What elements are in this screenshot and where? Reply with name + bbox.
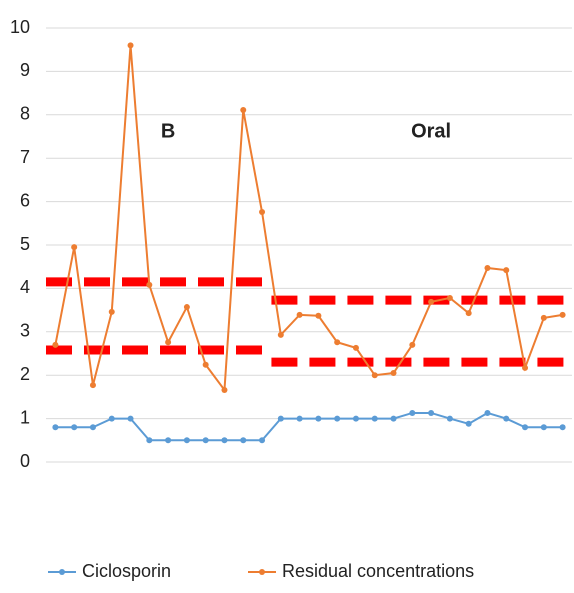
data-point bbox=[202, 437, 209, 444]
data-point bbox=[277, 415, 284, 422]
data-point bbox=[390, 415, 397, 422]
data-point bbox=[446, 415, 453, 422]
data-point bbox=[522, 364, 529, 371]
legend-marker bbox=[259, 569, 265, 575]
data-point bbox=[277, 331, 284, 338]
data-point bbox=[446, 294, 453, 301]
data-point bbox=[484, 265, 491, 272]
annotation: B bbox=[161, 120, 175, 142]
data-point bbox=[108, 415, 115, 422]
legend-label: Residual concentrations bbox=[282, 561, 474, 581]
data-point bbox=[409, 341, 416, 348]
data-point bbox=[127, 42, 134, 49]
y-tick-label: 4 bbox=[20, 277, 30, 297]
data-point bbox=[240, 107, 247, 114]
y-tick-label: 10 bbox=[10, 17, 30, 37]
data-point bbox=[352, 415, 359, 422]
data-point bbox=[146, 437, 153, 444]
data-point bbox=[221, 437, 228, 444]
data-point bbox=[259, 437, 266, 444]
data-point bbox=[465, 310, 472, 317]
y-tick-label: 1 bbox=[20, 407, 30, 427]
y-tick-label: 2 bbox=[20, 364, 30, 384]
data-point bbox=[522, 424, 529, 431]
data-point bbox=[428, 298, 435, 305]
legend-marker bbox=[59, 569, 65, 575]
data-point bbox=[71, 244, 78, 251]
data-point bbox=[202, 361, 209, 368]
annotation: Oral bbox=[411, 120, 451, 142]
data-point bbox=[334, 339, 341, 346]
data-point bbox=[183, 304, 190, 311]
data-point bbox=[89, 424, 96, 431]
data-point bbox=[390, 370, 397, 377]
data-point bbox=[259, 209, 266, 216]
data-point bbox=[52, 341, 59, 348]
data-point bbox=[71, 424, 78, 431]
data-point bbox=[559, 311, 566, 318]
data-point bbox=[484, 409, 491, 416]
y-tick-label: 0 bbox=[20, 451, 30, 471]
data-point bbox=[315, 415, 322, 422]
data-point bbox=[503, 415, 510, 422]
series-line bbox=[54, 45, 563, 393]
data-point bbox=[52, 424, 59, 431]
data-point bbox=[240, 437, 247, 444]
legend-label: Ciclosporin bbox=[82, 561, 171, 581]
y-tick-label: 5 bbox=[20, 234, 30, 254]
y-tick-label: 7 bbox=[20, 147, 30, 167]
data-point bbox=[296, 415, 303, 422]
data-point bbox=[371, 415, 378, 422]
data-point bbox=[89, 382, 96, 389]
data-point bbox=[540, 314, 547, 321]
data-point bbox=[165, 339, 172, 346]
y-tick-label: 3 bbox=[20, 321, 30, 341]
data-point bbox=[127, 415, 134, 422]
data-point bbox=[183, 437, 190, 444]
data-point bbox=[108, 308, 115, 315]
data-point bbox=[296, 311, 303, 318]
data-point bbox=[146, 281, 153, 288]
data-point bbox=[559, 424, 566, 431]
data-point bbox=[165, 437, 172, 444]
series-line bbox=[55, 411, 563, 442]
data-point bbox=[465, 420, 472, 427]
y-tick-label: 9 bbox=[20, 60, 30, 80]
data-point bbox=[371, 372, 378, 379]
y-tick-label: 6 bbox=[20, 190, 30, 210]
data-point bbox=[334, 415, 341, 422]
data-point bbox=[428, 409, 435, 416]
data-point bbox=[352, 344, 359, 351]
data-point bbox=[409, 409, 416, 416]
data-point bbox=[540, 424, 547, 431]
y-tick-label: 8 bbox=[20, 104, 30, 124]
data-point bbox=[221, 386, 228, 393]
data-point bbox=[315, 312, 322, 319]
data-point bbox=[503, 267, 510, 274]
